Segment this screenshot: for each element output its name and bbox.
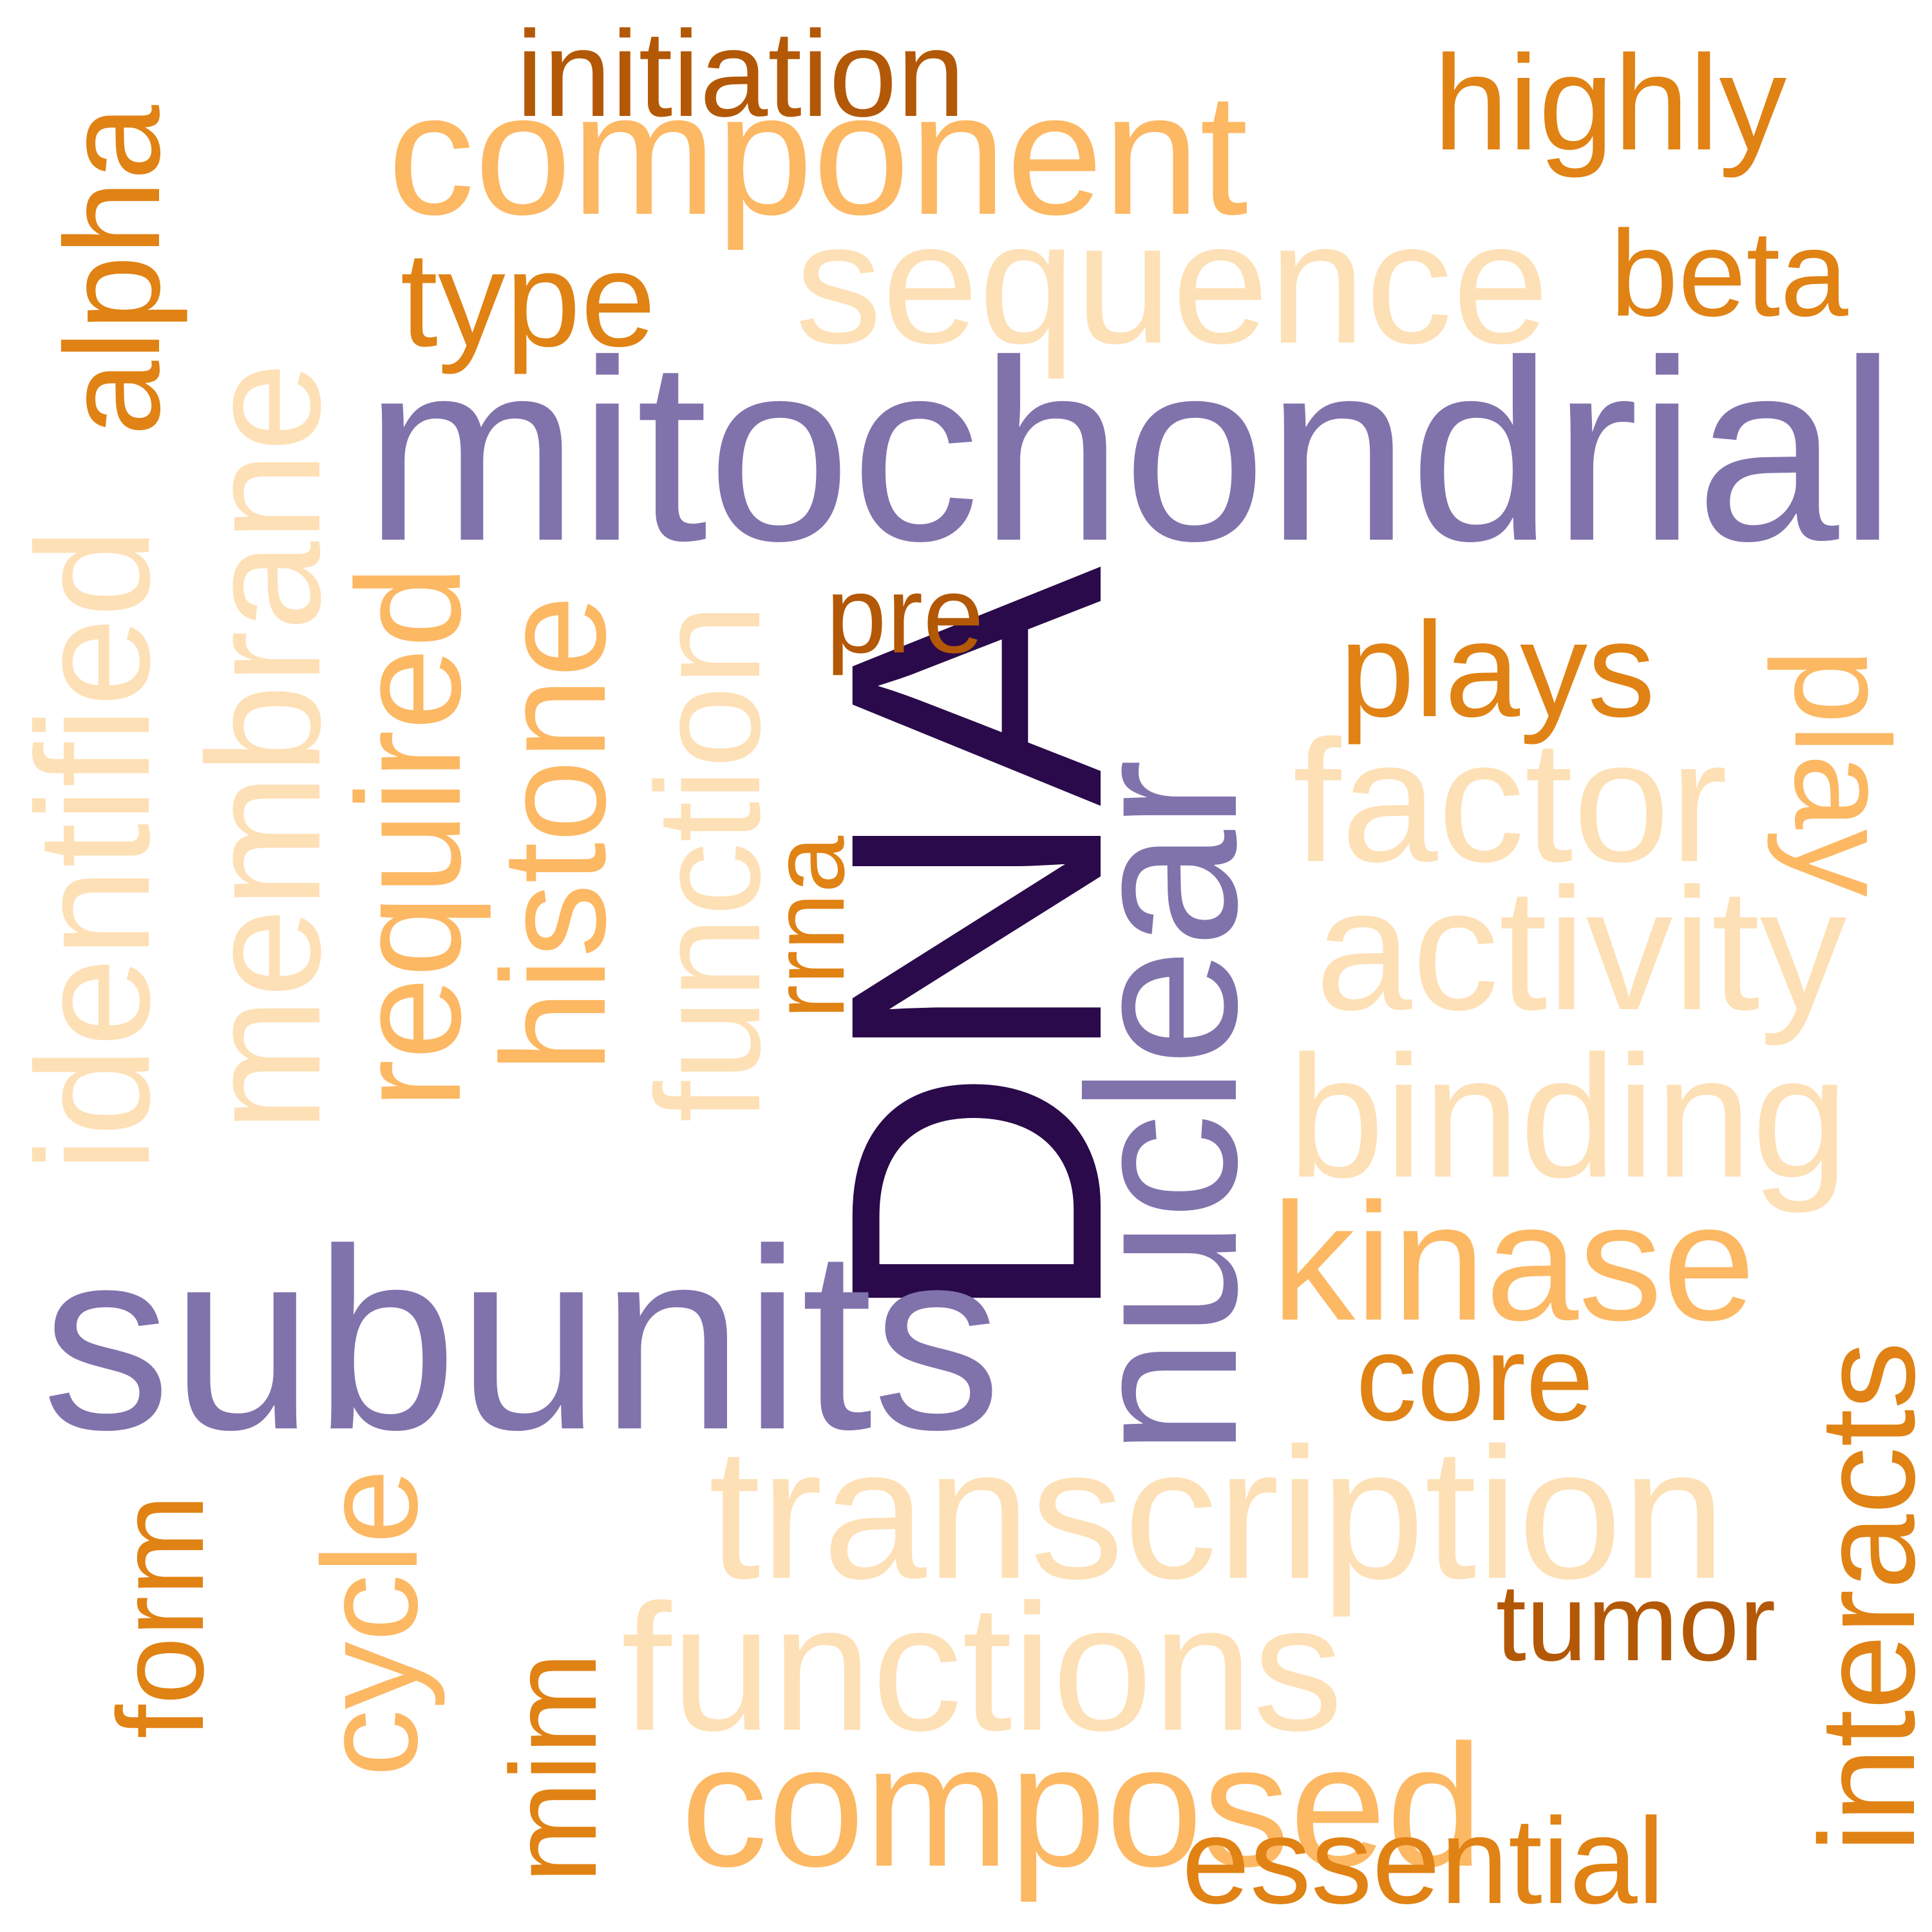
word-alpha: alpha: [37, 105, 188, 436]
word-rrna: rrna: [750, 835, 866, 1019]
word-plays: plays: [1339, 594, 1656, 745]
word-mitochondrial: mitochondrial: [364, 307, 1897, 594]
word-binding: binding: [1287, 1020, 1849, 1214]
word-factor: factor: [1293, 705, 1728, 898]
word-component: component: [388, 57, 1248, 251]
word-subunits: subunits: [42, 1195, 1001, 1483]
word-play: play: [1766, 649, 1918, 897]
word-interacts: interacts: [1792, 1341, 1932, 1853]
word-type: type: [400, 223, 656, 375]
word-composed: composed: [681, 1709, 1483, 1903]
word-pre: pre: [826, 554, 984, 676]
word-beta: beta: [1610, 205, 1848, 342]
word-identified: identified: [3, 527, 183, 1173]
word-form: form: [93, 1494, 229, 1739]
word-core: core: [1356, 1310, 1594, 1446]
word-sequence: sequence: [795, 186, 1549, 380]
word-nuclear: nuclear: [1043, 759, 1281, 1457]
word-highly: highly: [1433, 27, 1787, 178]
word-initiation: initiation: [516, 6, 965, 142]
word-essential: essential: [1182, 1793, 1665, 1929]
word-functions: functions: [621, 1567, 1343, 1768]
word-required: required: [326, 565, 491, 1109]
word-transcription: transcription: [708, 1409, 1726, 1618]
word-tumor: tumor: [1495, 1562, 1776, 1684]
word-cycle: cycle: [294, 1468, 446, 1777]
word-kinase: kinase: [1271, 1169, 1756, 1356]
word-histone: histone: [471, 595, 636, 1073]
word-membrane: membrane: [174, 362, 354, 1132]
word-activity: activity: [1315, 853, 1847, 1046]
word-mim: mim: [486, 1652, 622, 1884]
